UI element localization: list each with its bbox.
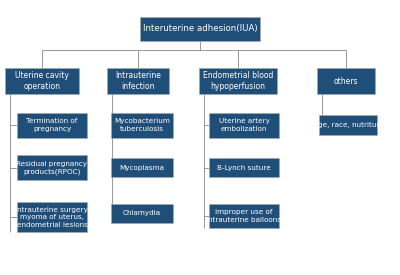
FancyBboxPatch shape (111, 204, 173, 223)
FancyBboxPatch shape (111, 158, 173, 177)
FancyBboxPatch shape (5, 68, 79, 94)
Text: others: others (334, 77, 358, 86)
Text: Mycobacterium
tuberculosis: Mycobacterium tuberculosis (114, 118, 170, 132)
Text: Interuterine adhesion(IUA): Interuterine adhesion(IUA) (143, 24, 257, 33)
FancyBboxPatch shape (140, 17, 260, 40)
Text: Uterine cavity
operation: Uterine cavity operation (15, 71, 69, 91)
FancyBboxPatch shape (17, 113, 87, 138)
FancyBboxPatch shape (209, 113, 279, 138)
Text: Age, race, nutriture: Age, race, nutriture (312, 122, 384, 128)
FancyBboxPatch shape (319, 116, 377, 135)
Text: Endometrial blood
hypoperfusion: Endometrial blood hypoperfusion (203, 71, 273, 91)
Text: Termination of
pregnancy: Termination of pregnancy (26, 118, 78, 132)
Text: Mycoplasma: Mycoplasma (120, 165, 164, 171)
FancyBboxPatch shape (209, 158, 279, 177)
Text: Improper use of
intrauterine balloons: Improper use of intrauterine balloons (206, 209, 282, 223)
FancyBboxPatch shape (107, 68, 169, 94)
FancyBboxPatch shape (17, 155, 87, 180)
FancyBboxPatch shape (209, 204, 279, 228)
Text: B-Lynch suture: B-Lynch suture (217, 165, 271, 171)
Text: Residual pregnancy
products(RPOC): Residual pregnancy products(RPOC) (16, 161, 88, 175)
Text: Intrauterine
infection: Intrauterine infection (115, 71, 161, 91)
FancyBboxPatch shape (111, 113, 173, 138)
Text: Uterine artery
embolization: Uterine artery embolization (218, 118, 270, 132)
FancyBboxPatch shape (317, 68, 375, 94)
Text: Chlamydia: Chlamydia (123, 210, 161, 216)
FancyBboxPatch shape (199, 68, 277, 94)
Text: Intrauterine surgery:
myoma of uterus,
endometrial lesions: Intrauterine surgery: myoma of uterus, e… (15, 207, 89, 228)
FancyBboxPatch shape (17, 202, 87, 232)
